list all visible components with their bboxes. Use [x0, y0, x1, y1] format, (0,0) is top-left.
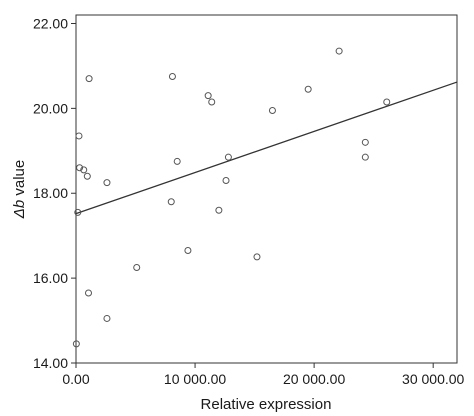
data-point — [80, 166, 88, 174]
data-point — [361, 153, 369, 161]
y-axis-label-text: value — [11, 160, 28, 200]
data-point — [208, 98, 216, 106]
y-axis-label: Δb value — [11, 160, 28, 219]
data-point — [76, 164, 84, 172]
data-point — [85, 75, 93, 83]
x-tick-label: 30 000.00 — [402, 371, 464, 387]
x-axis-ticks: 0.00 10 000.00 20 000.00 30 000.00 — [62, 363, 465, 387]
y-tick-label: 20.00 — [33, 100, 68, 116]
data-point — [133, 264, 141, 272]
data-point — [74, 208, 82, 216]
x-tick-label: 10 000.00 — [164, 371, 226, 387]
x-axis-label: Relative expression — [201, 396, 332, 413]
y-tick-label: 22.00 — [33, 15, 68, 31]
data-points — [72, 47, 391, 348]
data-point — [83, 172, 91, 180]
x-tick-label: 20 000.00 — [283, 371, 345, 387]
data-point — [173, 157, 181, 165]
data-point — [72, 340, 80, 348]
data-point — [103, 179, 111, 187]
plot-frame — [75, 14, 458, 364]
data-point — [215, 206, 223, 214]
data-point — [335, 47, 343, 55]
y-tick-label: 14.00 — [33, 355, 68, 371]
data-point — [184, 247, 192, 255]
data-point — [168, 73, 176, 81]
x-tick-label: 0.00 — [62, 371, 89, 387]
data-point — [304, 85, 312, 93]
data-point — [224, 153, 232, 161]
y-tick-label: 16.00 — [33, 270, 68, 286]
data-point — [222, 177, 230, 185]
data-point — [253, 253, 261, 261]
data-point — [103, 314, 111, 322]
data-point — [75, 132, 83, 140]
data-point — [268, 106, 276, 114]
regression-line — [75, 81, 458, 215]
data-point — [361, 138, 369, 146]
y-axis-label-symbol: Δb — [11, 200, 28, 219]
data-point — [167, 198, 175, 206]
data-point — [204, 92, 212, 100]
y-tick-label: 18.00 — [33, 185, 68, 201]
y-axis-ticks: 14.00 16.00 18.00 20.00 22.00 — [33, 15, 76, 371]
data-point — [85, 289, 93, 297]
data-point — [383, 98, 391, 106]
